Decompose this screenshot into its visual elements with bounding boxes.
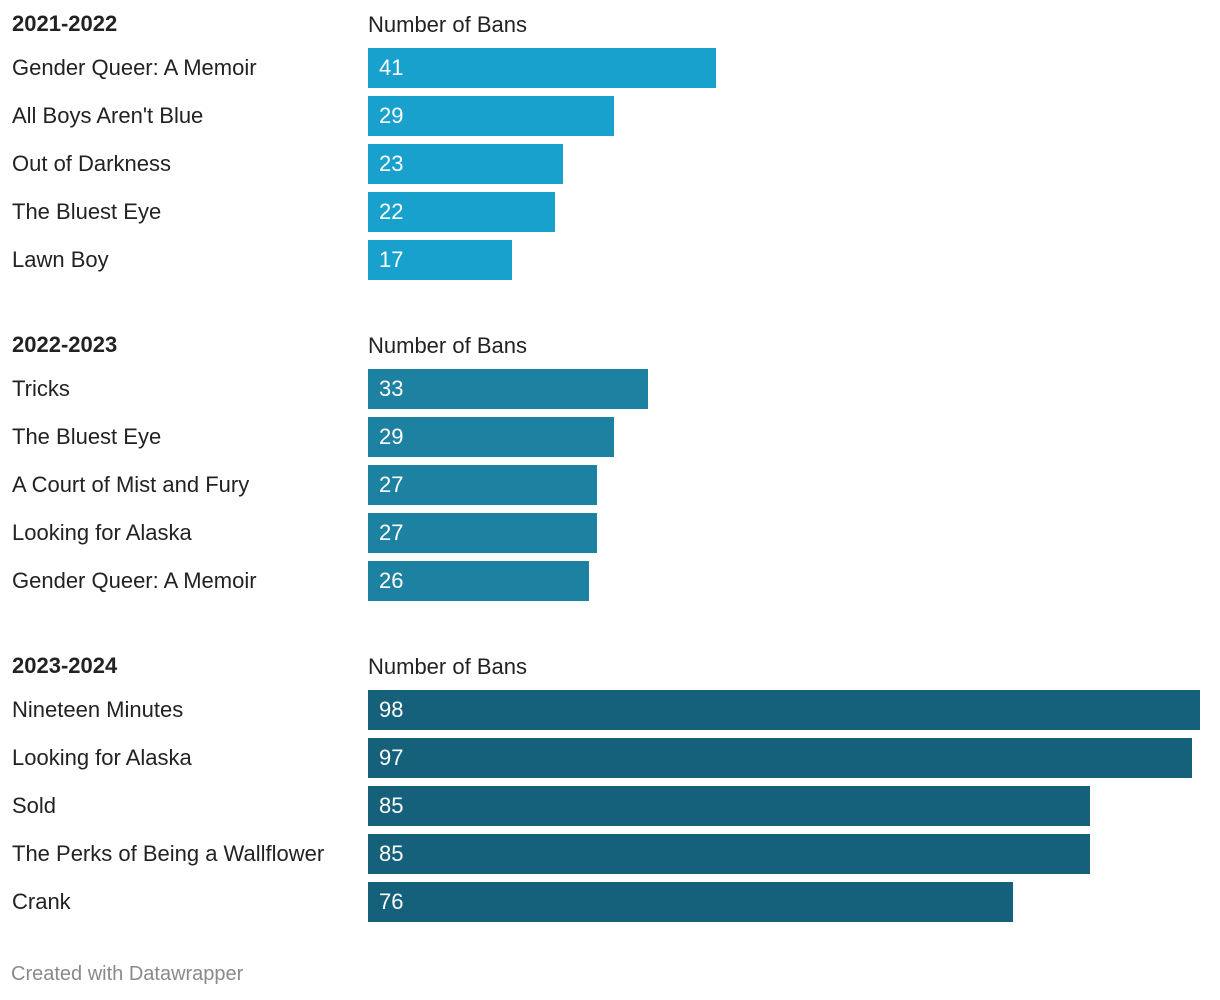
bar-value-label: 17 (379, 247, 404, 272)
bar (368, 690, 1200, 730)
category-label: Nineteen Minutes (12, 697, 184, 722)
bar-row: The Perks of Being a Wallflower 85 (0, 834, 1220, 874)
bar (368, 369, 648, 409)
bar-row: Lawn Boy 17 (0, 240, 1220, 280)
category-label: Crank (12, 889, 71, 914)
bar-row: All Boys Aren't Blue 29 (0, 96, 1220, 136)
bar-value-label: 27 (379, 520, 404, 545)
bar-value-label: 97 (379, 745, 404, 770)
panel-title: 2022-2023 (12, 332, 118, 357)
category-label: Lawn Boy (12, 247, 109, 272)
bar (368, 192, 555, 232)
bar-value-label: 33 (379, 376, 404, 401)
bar-row: The Bluest Eye 22 (0, 192, 1220, 232)
bar (368, 240, 512, 280)
bar (368, 417, 614, 457)
panel-title: 2023-2024 (12, 653, 118, 678)
bar (368, 561, 589, 601)
bar-row: Gender Queer: A Memoir 26 (0, 561, 1220, 601)
bar (368, 144, 563, 184)
value-column-header: Number of Bans (368, 654, 527, 679)
bar-value-label: 23 (379, 151, 404, 176)
value-column-header: Number of Bans (368, 12, 527, 37)
bar-value-label: 85 (379, 793, 404, 818)
bar-row: Sold 85 (0, 786, 1220, 826)
bar (368, 882, 1013, 922)
category-label: Tricks (12, 376, 70, 401)
category-label: Sold (12, 793, 57, 818)
bar-value-label: 85 (379, 841, 404, 866)
bar-row: Crank 76 (0, 882, 1220, 922)
bar-value-label: 29 (379, 103, 404, 128)
category-label: Looking for Alaska (12, 520, 192, 545)
bar-row: Looking for Alaska 97 (0, 738, 1220, 778)
category-label: The Perks of Being a Wallflower (12, 841, 325, 866)
category-label: All Boys Aren't Blue (12, 103, 204, 128)
bar-value-label: 26 (379, 568, 404, 593)
category-label: Looking for Alaska (12, 745, 192, 770)
category-label: A Court of Mist and Fury (12, 472, 250, 497)
bar (368, 465, 597, 505)
category-label: Gender Queer: A Memoir (12, 55, 257, 80)
panel-title: 2021-2022 (12, 11, 118, 36)
bar-value-label: 41 (379, 55, 404, 80)
bar-row: Out of Darkness 23 (0, 144, 1220, 184)
bar-row: Tricks 33 (0, 369, 1220, 409)
bar-row: Looking for Alaska 27 (0, 513, 1220, 553)
bar (368, 738, 1192, 778)
bar (368, 96, 614, 136)
category-label: The Bluest Eye (12, 199, 162, 224)
bar (368, 48, 716, 88)
bar (368, 834, 1090, 874)
bar-value-label: 27 (379, 472, 404, 497)
bar (368, 786, 1090, 826)
bar (368, 513, 597, 553)
credit-footer: Created with Datawrapper (11, 963, 244, 985)
category-label: Out of Darkness (12, 151, 171, 176)
bar-row: Gender Queer: A Memoir 41 (0, 48, 1220, 88)
bar-value-label: 22 (379, 199, 404, 224)
bar-value-label: 76 (379, 889, 404, 914)
value-column-header: Number of Bans (368, 333, 527, 358)
bar-row: A Court of Mist and Fury 27 (0, 465, 1220, 505)
category-label: Gender Queer: A Memoir (12, 568, 257, 593)
bar-row: Nineteen Minutes 98 (0, 690, 1220, 730)
bar-value-label: 29 (379, 424, 404, 449)
category-label: The Bluest Eye (12, 424, 162, 449)
bar-value-label: 98 (379, 697, 404, 722)
bar-row: The Bluest Eye 29 (0, 417, 1220, 457)
